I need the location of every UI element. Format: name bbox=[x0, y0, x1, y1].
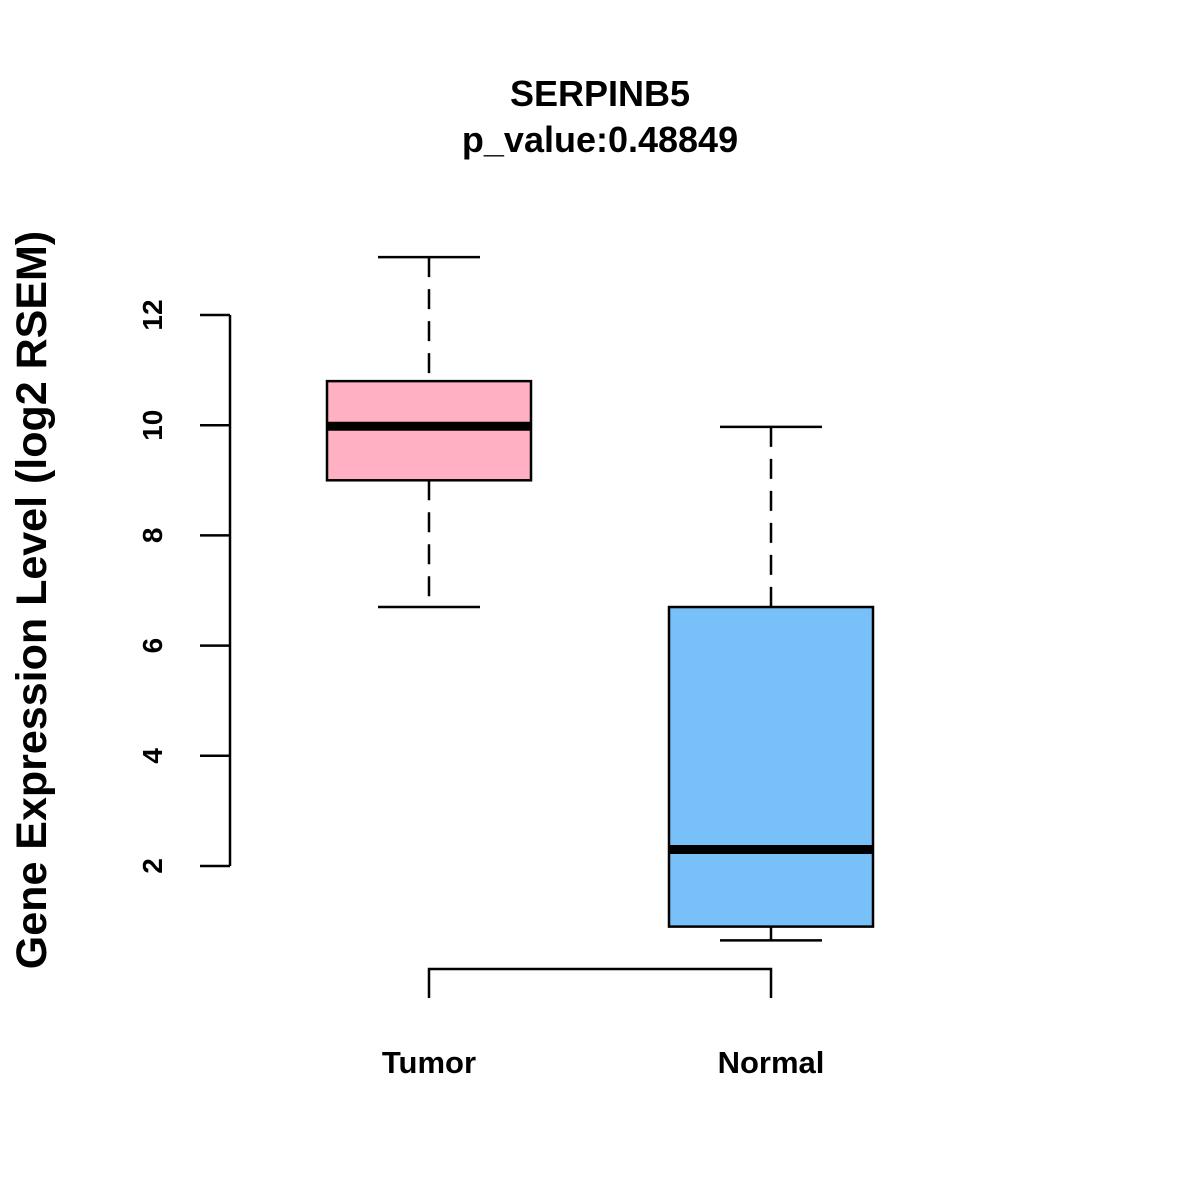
y-tick-label-8: 8 bbox=[137, 528, 168, 544]
normal-box bbox=[667, 605, 875, 928]
category-label-tumor: Tumor bbox=[382, 1045, 476, 1080]
box-normal bbox=[667, 425, 875, 942]
y-tick-label-12: 12 bbox=[137, 299, 168, 330]
y-tick-label-6: 6 bbox=[137, 638, 168, 654]
boxes bbox=[325, 255, 875, 942]
y-tick-label-10: 10 bbox=[137, 410, 168, 441]
box-tumor bbox=[325, 255, 533, 609]
y-axis: 2 4 6 8 10 12 bbox=[137, 299, 232, 874]
category-labels: Tumor Normal bbox=[382, 1045, 824, 1080]
bracket-line bbox=[427, 967, 773, 998]
comparison-bracket bbox=[427, 967, 773, 998]
category-label-normal: Normal bbox=[718, 1045, 825, 1080]
y-tick-label-2: 2 bbox=[137, 858, 168, 874]
y-axis-label: Gene Expression Level (log2 RSEM) bbox=[8, 231, 56, 969]
chart-title: SERPINB5 bbox=[510, 73, 690, 114]
y-tick-label-4: 4 bbox=[137, 748, 168, 764]
chart-subtitle: p_value:0.48849 bbox=[462, 119, 738, 160]
